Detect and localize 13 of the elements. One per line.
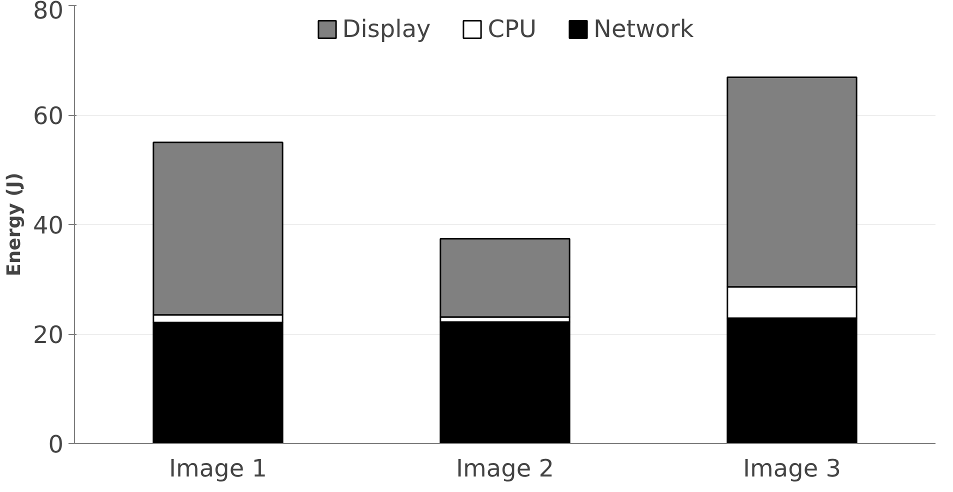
bar	[440, 321, 570, 444]
x-tick-label: Image 2	[456, 454, 554, 482]
x-tick-label: Image 3	[742, 454, 842, 482]
x-tick-label: Image 1	[168, 454, 268, 482]
y-tick-label: 80	[32, 0, 64, 24]
y-tick-label: 60	[32, 102, 64, 130]
y-tick-label: 40	[32, 212, 64, 240]
legend-label: CPU	[488, 15, 537, 43]
y-tick-label: 20	[32, 321, 64, 349]
y-axis-title: Energy (J)	[4, 172, 25, 276]
legend-label: Network	[594, 15, 694, 43]
legend-label: Display	[342, 15, 431, 43]
y-tick-label: 0	[48, 430, 64, 458]
